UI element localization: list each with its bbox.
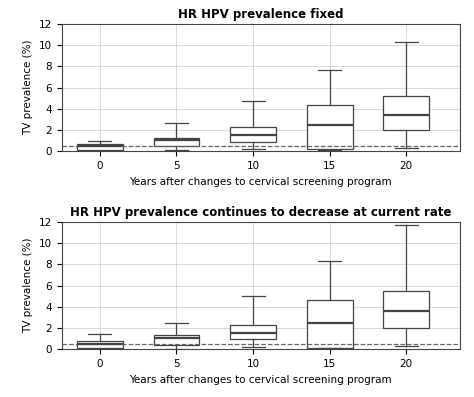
Y-axis label: TV prevalence (%): TV prevalence (%) <box>23 40 33 135</box>
PathPatch shape <box>383 291 429 328</box>
X-axis label: Years after changes to cervical screening program: Years after changes to cervical screenin… <box>129 375 392 385</box>
PathPatch shape <box>230 127 276 142</box>
Title: HR HPV prevalence continues to decrease at current rate: HR HPV prevalence continues to decrease … <box>70 206 451 219</box>
X-axis label: Years after changes to cervical screening program: Years after changes to cervical screenin… <box>129 177 392 187</box>
PathPatch shape <box>307 301 353 348</box>
PathPatch shape <box>77 341 123 348</box>
PathPatch shape <box>154 335 200 345</box>
PathPatch shape <box>230 325 276 339</box>
PathPatch shape <box>383 96 429 130</box>
Title: HR HPV prevalence fixed: HR HPV prevalence fixed <box>178 8 344 21</box>
PathPatch shape <box>307 105 353 149</box>
PathPatch shape <box>77 143 123 150</box>
PathPatch shape <box>154 138 200 146</box>
Y-axis label: TV prevalence (%): TV prevalence (%) <box>23 238 33 333</box>
